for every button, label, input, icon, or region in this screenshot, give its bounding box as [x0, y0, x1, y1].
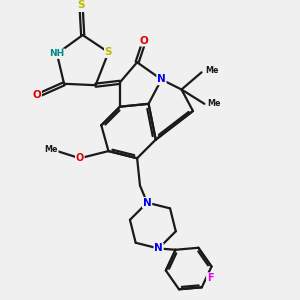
- Text: Me: Me: [208, 99, 221, 108]
- Text: F: F: [207, 273, 213, 283]
- Text: N: N: [143, 198, 152, 208]
- Text: Me: Me: [44, 145, 58, 154]
- Text: O: O: [32, 90, 41, 100]
- Text: O: O: [76, 153, 84, 163]
- Text: N: N: [157, 74, 166, 85]
- Text: NH: NH: [49, 49, 64, 58]
- Text: O: O: [140, 36, 148, 46]
- Text: S: S: [77, 0, 85, 10]
- Text: N: N: [154, 244, 163, 254]
- Text: Me: Me: [205, 66, 218, 75]
- Text: S: S: [105, 47, 112, 57]
